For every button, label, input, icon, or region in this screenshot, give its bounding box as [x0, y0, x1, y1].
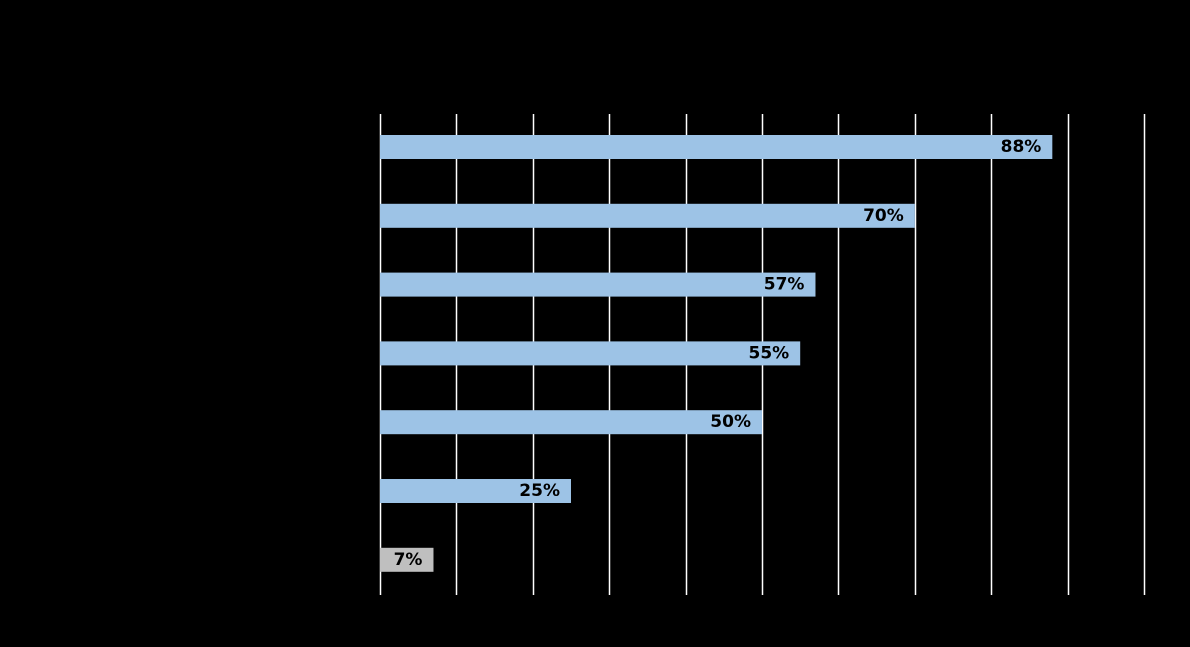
bar-2	[380, 203, 915, 228]
bar-5	[380, 410, 762, 435]
bars	[380, 135, 1053, 572]
bar-4-value-label: 55%	[748, 343, 789, 363]
bar-2-value-label: 70%	[863, 206, 904, 226]
bar-5-value-label: 50%	[710, 412, 751, 432]
bar-6	[380, 479, 571, 503]
bar-1	[380, 135, 1053, 159]
data-labels: 88% 70% 57% 55% 50% 25% 7%	[394, 137, 1042, 570]
bar-1-value-label: 88%	[1001, 137, 1042, 157]
bar-6-value-label: 25%	[519, 481, 560, 501]
bar-7	[380, 547, 434, 572]
bar-3-value-label: 57%	[764, 275, 805, 295]
bar-3	[380, 272, 816, 297]
bar-4	[380, 341, 801, 366]
bar-7-value-label: 7%	[394, 550, 423, 570]
